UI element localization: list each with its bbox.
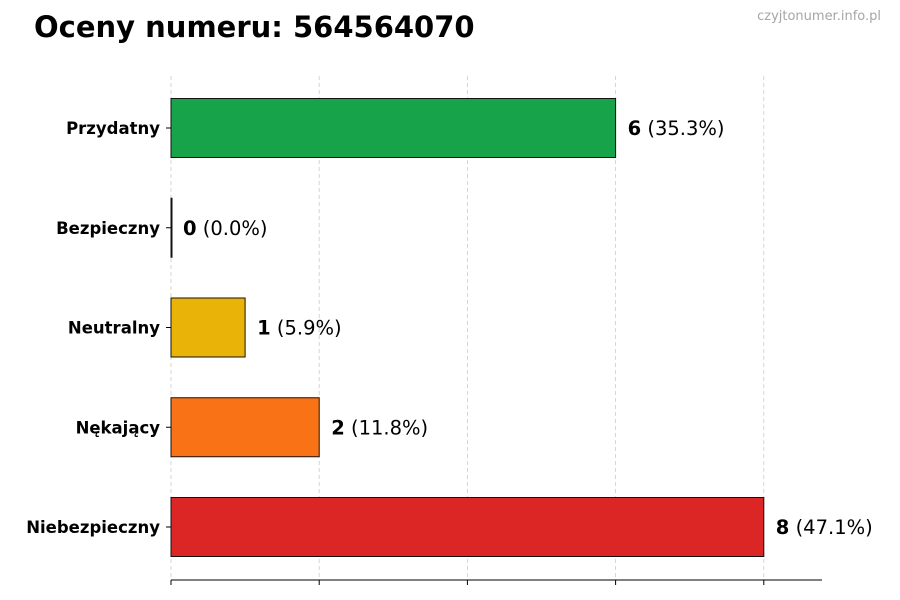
value-label: 1 (5.9%): [257, 317, 342, 340]
bar: [170, 497, 765, 557]
category-label: Nękający: [76, 418, 161, 437]
labels-layer: Przydatny 6 (35.3%) Bezpieczny 0 (0.0%) Neut…: [26, 117, 873, 539]
bars-layer: [170, 98, 765, 557]
bar: [170, 98, 617, 158]
value-count: 1: [257, 317, 271, 340]
bar: [170, 197, 173, 258]
value-count: 6: [628, 117, 642, 140]
value-percent: (0.0%): [197, 217, 268, 240]
chart-title: Oceny numeru: 564564070: [34, 10, 475, 44]
watermark: czyjtonumer.info.pl: [757, 9, 881, 24]
axis-layer: [166, 127, 822, 585]
value-label: 8 (47.1%): [776, 516, 873, 539]
value-label: 6 (35.3%): [628, 117, 725, 140]
value-count: 2: [331, 416, 345, 439]
bar: [170, 397, 320, 458]
category-label: Neutralny: [68, 319, 160, 338]
bar: [170, 297, 246, 358]
value-percent: (35.3%): [641, 117, 724, 140]
value-percent: (47.1%): [789, 516, 872, 539]
value-count: 0: [183, 217, 197, 240]
category-label: Bezpieczny: [56, 219, 160, 238]
value-percent: (5.9%): [271, 317, 342, 340]
value-label: 0 (0.0%): [183, 217, 268, 240]
category-label: Przydatny: [66, 119, 160, 138]
value-percent: (11.8%): [345, 416, 428, 439]
value-label: 2 (11.8%): [331, 416, 428, 439]
value-count: 8: [776, 516, 790, 539]
category-label: Niebezpieczny: [26, 518, 160, 537]
